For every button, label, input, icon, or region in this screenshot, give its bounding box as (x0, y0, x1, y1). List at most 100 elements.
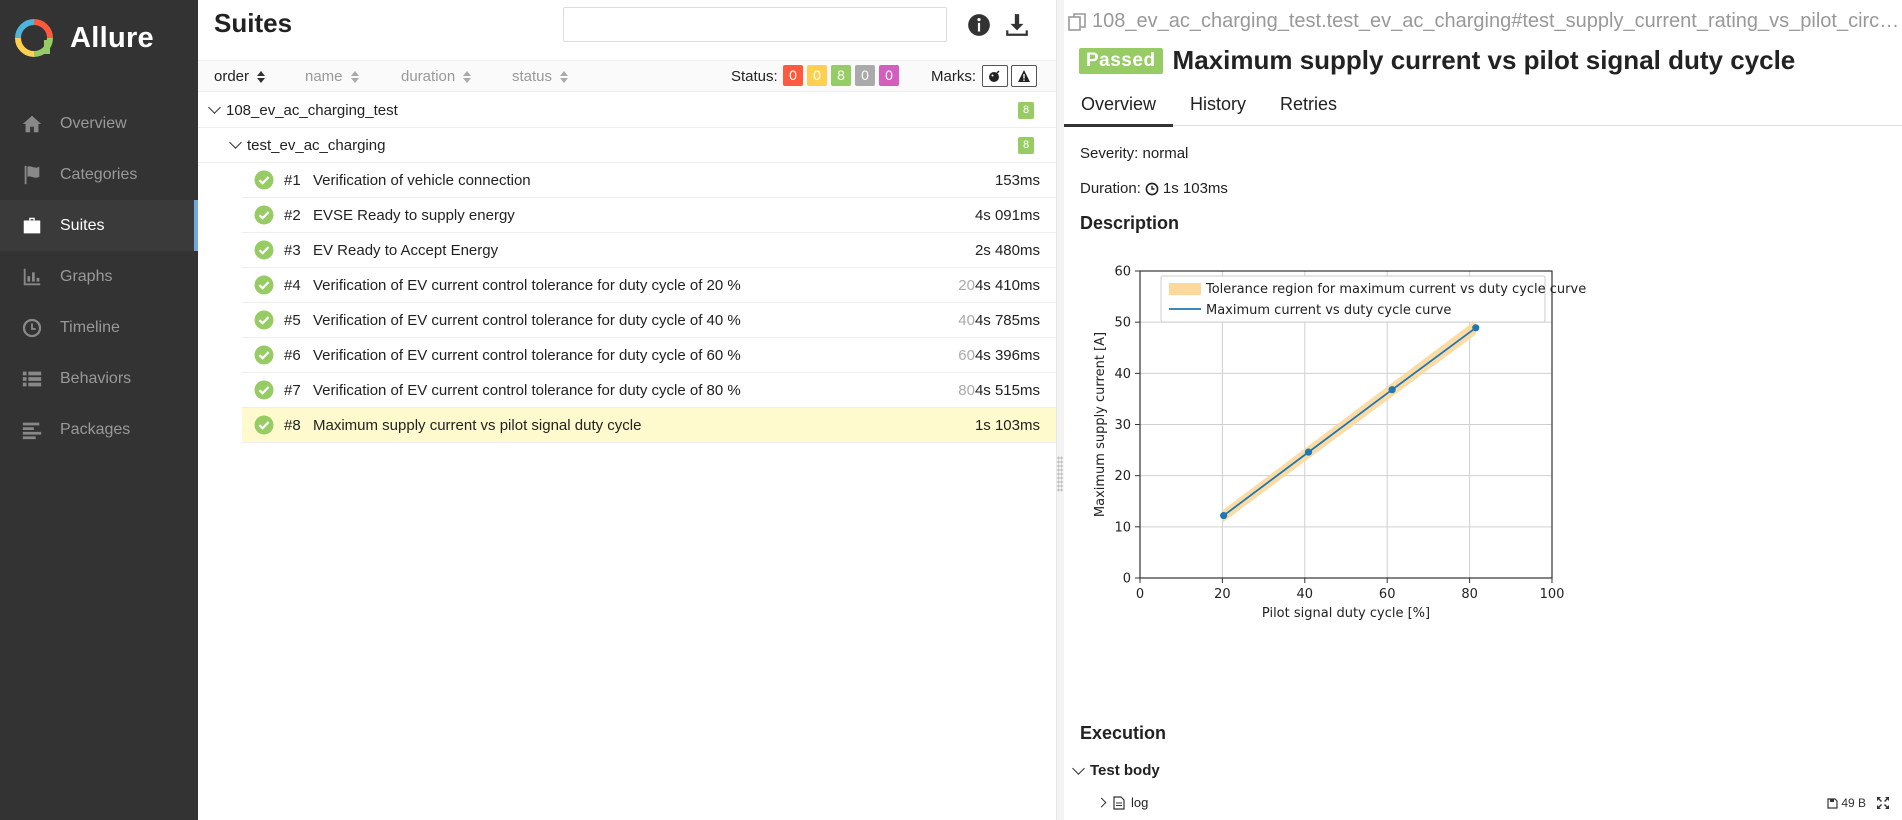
status-count-badge[interactable]: 0 (879, 65, 899, 86)
test-case-row[interactable]: #8 Maximum supply current vs pilot signal… (242, 408, 1056, 443)
splitter-grip[interactable] (1057, 456, 1063, 492)
y-tick-label: 60 (1114, 265, 1131, 280)
test-case-number: #4 (284, 276, 301, 294)
test-case-row[interactable]: #3 EV Ready to Accept Energy 2s 480ms (242, 233, 1056, 268)
data-point (1472, 324, 1480, 332)
search-input[interactable] (563, 7, 947, 42)
y-axis-label: Maximum supply current [A] (1093, 332, 1108, 517)
warning-icon (1018, 70, 1030, 82)
status-count-badge[interactable]: 0 (783, 65, 803, 86)
suite-group-count: 8 (1018, 102, 1034, 119)
info-icon[interactable] (966, 12, 992, 38)
copy-icon[interactable] (1068, 12, 1086, 32)
clock-icon (1145, 182, 1159, 195)
test-header: Passed Maximum supply current vs pilot s… (1079, 45, 1795, 76)
breadcrumb: 108_ev_ac_charging_test.test_ev_ac_charg… (1068, 10, 1898, 33)
suites-pane: Suites order name duration status Status… (198, 0, 1056, 820)
sidebar-item-label: Graphs (60, 267, 113, 285)
check-circle-icon (254, 310, 274, 330)
sidebar-item-packages[interactable]: Packages (0, 404, 198, 455)
sidebar-nav: Overview Categories Suites Graphs Timeli… (0, 98, 198, 455)
test-body-label: Test body (1090, 762, 1160, 779)
test-detail-pane: 108_ev_ac_charging_test.test_ev_ac_charg… (1064, 0, 1902, 820)
briefcase-icon (20, 214, 44, 238)
test-body-step[interactable]: Test body (1072, 761, 1160, 779)
sort-by-status[interactable]: status (512, 68, 569, 85)
suite-group-row[interactable]: 108_ev_ac_charging_test 8 (198, 93, 1056, 128)
attachment-row[interactable]: log (1096, 795, 1149, 810)
test-case-number: #5 (284, 311, 301, 329)
y-tick-label: 10 (1114, 520, 1131, 535)
bar-chart-icon (20, 265, 44, 289)
sort-by-name[interactable]: name (305, 68, 359, 85)
tab-history[interactable]: History (1190, 94, 1247, 114)
tab-retries[interactable]: Retries (1280, 94, 1338, 114)
check-circle-icon (254, 205, 274, 225)
status-count-badge[interactable]: 0 (855, 65, 875, 86)
marks-filter-label: Marks: (931, 68, 976, 85)
test-title: Maximum supply current vs pilot signal d… (1172, 45, 1796, 75)
test-case-row[interactable]: #7 Verification of EV current control tol… (242, 373, 1056, 408)
chevron-down-icon (229, 136, 242, 149)
check-circle-icon (254, 415, 274, 435)
status-count-badge[interactable]: 8 (831, 65, 851, 86)
attachment-name: log (1131, 795, 1149, 810)
known-issue-mark-toggle[interactable] (1011, 65, 1037, 87)
suite-subgroup-row[interactable]: test_ev_ac_charging 8 (198, 128, 1056, 163)
legend-box (1160, 275, 1546, 323)
test-case-duration: 204s 410ms (958, 276, 1040, 294)
pane-splitter[interactable] (1056, 0, 1064, 820)
test-case-row[interactable]: #6 Verification of EV current control tol… (242, 338, 1056, 373)
download-icon[interactable] (1004, 12, 1030, 38)
test-case-number: #7 (284, 381, 301, 399)
current-curve-line (1223, 327, 1477, 517)
test-case-duration: 1s 103ms (974, 416, 1040, 434)
test-case-name: EV Ready to Accept Energy (313, 241, 499, 259)
test-case-row[interactable]: #1 Verification of vehicle connection 153m… (242, 163, 1056, 198)
brand[interactable]: Allure (14, 18, 154, 58)
duration-info: Duration: 1s 103ms (1080, 180, 1228, 197)
data-point (1220, 511, 1228, 520)
sort-by-order[interactable]: order (214, 68, 266, 85)
legend-label-band: Tolerance region for maximum current vs … (1205, 282, 1586, 297)
sidebar-item-behaviors[interactable]: Behaviors (0, 353, 198, 404)
status-filter-label: Status: (731, 68, 778, 85)
suite-subgroup-count: 8 (1018, 137, 1034, 154)
sidebar-item-label: Suites (60, 216, 105, 234)
test-case-duration: 153ms (994, 171, 1040, 189)
brand-name: Allure (70, 21, 154, 54)
test-case-number: #3 (284, 241, 301, 259)
check-circle-icon (254, 240, 274, 260)
sidebar-item-graphs[interactable]: Graphs (0, 251, 198, 302)
sidebar-item-categories[interactable]: Categories (0, 149, 198, 200)
sidebar-item-overview[interactable]: Overview (0, 98, 198, 149)
home-icon (20, 112, 44, 136)
check-circle-icon (254, 170, 274, 190)
sidebar-item-label: Timeline (60, 318, 120, 336)
test-case-name: Verification of EV current control toler… (313, 346, 741, 364)
test-case-duration: 604s 396ms (958, 346, 1040, 364)
sort-by-duration[interactable]: duration (401, 68, 472, 85)
sidebar-item-suites[interactable]: Suites (0, 200, 198, 251)
test-case-row[interactable]: #5 Verification of EV current control tol… (242, 303, 1056, 338)
x-tick-label: 0 (1136, 587, 1144, 602)
flaky-mark-toggle[interactable] (982, 65, 1008, 87)
tab-overview[interactable]: Overview (1064, 88, 1174, 127)
check-circle-icon (254, 275, 274, 295)
test-case-row[interactable]: #2 EVSE Ready to supply energy 4s 091ms (242, 198, 1056, 233)
status-count-badge[interactable]: 0 (807, 65, 827, 86)
bomb-icon (989, 70, 1000, 82)
test-case-row[interactable]: #4 Verification of EV current control tol… (242, 268, 1056, 303)
test-case-number: #1 (284, 171, 301, 189)
sidebar-item-timeline[interactable]: Timeline (0, 302, 198, 353)
suites-tree: 108_ev_ac_charging_test 8 test_ev_ac_cha… (198, 93, 1056, 443)
data-point (1304, 448, 1313, 456)
file-icon (1113, 795, 1125, 810)
y-tick-label: 30 (1114, 418, 1131, 433)
x-tick-label: 60 (1379, 587, 1396, 602)
expand-icon[interactable] (1876, 796, 1890, 810)
sidebar-item-label: Packages (60, 420, 131, 438)
test-case-duration: 404s 785ms (958, 311, 1040, 329)
